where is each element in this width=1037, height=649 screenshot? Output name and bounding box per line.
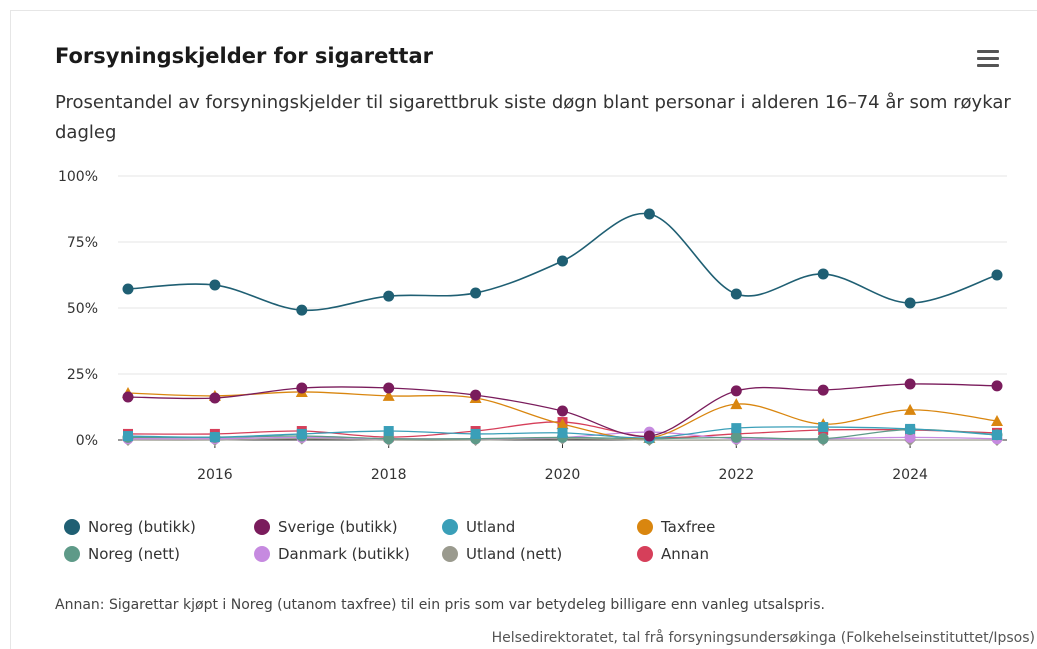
x-tick-label: 2024	[892, 467, 928, 483]
credits: Helsedirektoratet, tal frå forsyningsund…	[491, 630, 1035, 646]
legend-symbol	[442, 546, 458, 562]
data-point	[383, 290, 395, 302]
data-point	[122, 391, 134, 403]
data-point	[557, 427, 568, 438]
data-point	[383, 382, 395, 394]
y-tick-label: 25%	[67, 367, 98, 383]
data-point	[557, 255, 568, 267]
data-point	[383, 426, 394, 437]
data-point	[817, 268, 829, 280]
data-point	[991, 414, 1003, 426]
legend-label[interactable]: Danmark (butikk)	[278, 545, 410, 563]
data-point	[991, 269, 1003, 281]
legend-symbol	[64, 546, 80, 562]
legend-symbol	[637, 519, 653, 535]
data-point	[643, 430, 655, 442]
data-point	[382, 389, 395, 401]
data-point	[818, 422, 829, 433]
data-point	[209, 279, 221, 291]
legend-symbol	[254, 519, 270, 535]
data-point	[470, 389, 482, 401]
data-point	[817, 384, 829, 396]
y-tick-label: 50%	[67, 301, 98, 317]
chart-title: Forsyningskjelder for sigarettar	[55, 44, 433, 68]
card	[10, 10, 1037, 649]
data-point	[557, 405, 568, 417]
chart: 0% 25% 50% 75% 100% 2016 2018 2020 2022 2024 Noreg…	[58, 169, 1007, 563]
data-point	[296, 428, 307, 439]
chart-subtitle: Prosentandel av forsyningskjelder til si…	[55, 92, 1011, 143]
data-point	[904, 403, 917, 415]
data-point	[123, 431, 133, 442]
legend-label[interactable]: Sverige (butikk)	[278, 518, 398, 536]
legend-label[interactable]: Noreg (butikk)	[88, 518, 196, 536]
data-point	[730, 385, 742, 397]
x-tick-label: 2020	[545, 467, 581, 483]
menu-button[interactable]	[977, 50, 999, 68]
y-tick-label: 75%	[67, 235, 98, 251]
legend-label[interactable]: Taxfree	[660, 518, 715, 536]
y-tick-label: 0%	[76, 433, 98, 449]
data-point	[296, 382, 308, 394]
data-point	[904, 431, 916, 443]
data-point	[470, 287, 482, 299]
x-tick-label: 2016	[197, 467, 233, 483]
data-point	[209, 392, 221, 404]
data-point	[643, 208, 655, 220]
legend-symbol	[64, 519, 80, 535]
data-point	[730, 431, 742, 443]
data-point	[209, 432, 220, 443]
x-tick-label: 2022	[718, 467, 754, 483]
data-point	[730, 398, 743, 410]
data-point	[992, 429, 1002, 440]
legend-symbol	[442, 519, 458, 535]
data-point	[296, 304, 308, 316]
data-point	[991, 380, 1003, 392]
data-point	[817, 433, 829, 445]
legend-label[interactable]: Noreg (nett)	[88, 545, 180, 563]
legend-label[interactable]: Utland	[466, 518, 515, 536]
data-point	[905, 423, 916, 434]
data-point	[470, 428, 481, 439]
data-point	[904, 297, 916, 309]
series-line	[127, 212, 998, 312]
y-tick-label: 100%	[58, 169, 98, 185]
x-tick-label: 2018	[371, 467, 407, 483]
data-point	[122, 283, 134, 295]
legend-label[interactable]: Annan	[661, 545, 709, 563]
data-point	[556, 418, 569, 430]
legend-symbol	[637, 546, 653, 562]
legend-symbol	[254, 546, 270, 562]
data-point	[731, 423, 742, 434]
caption: Annan: Sigarettar kjøpt i Noreg (utanom …	[55, 597, 825, 613]
data-point	[730, 288, 742, 300]
legend-label[interactable]: Utland (nett)	[466, 545, 562, 563]
data-point	[904, 378, 916, 390]
